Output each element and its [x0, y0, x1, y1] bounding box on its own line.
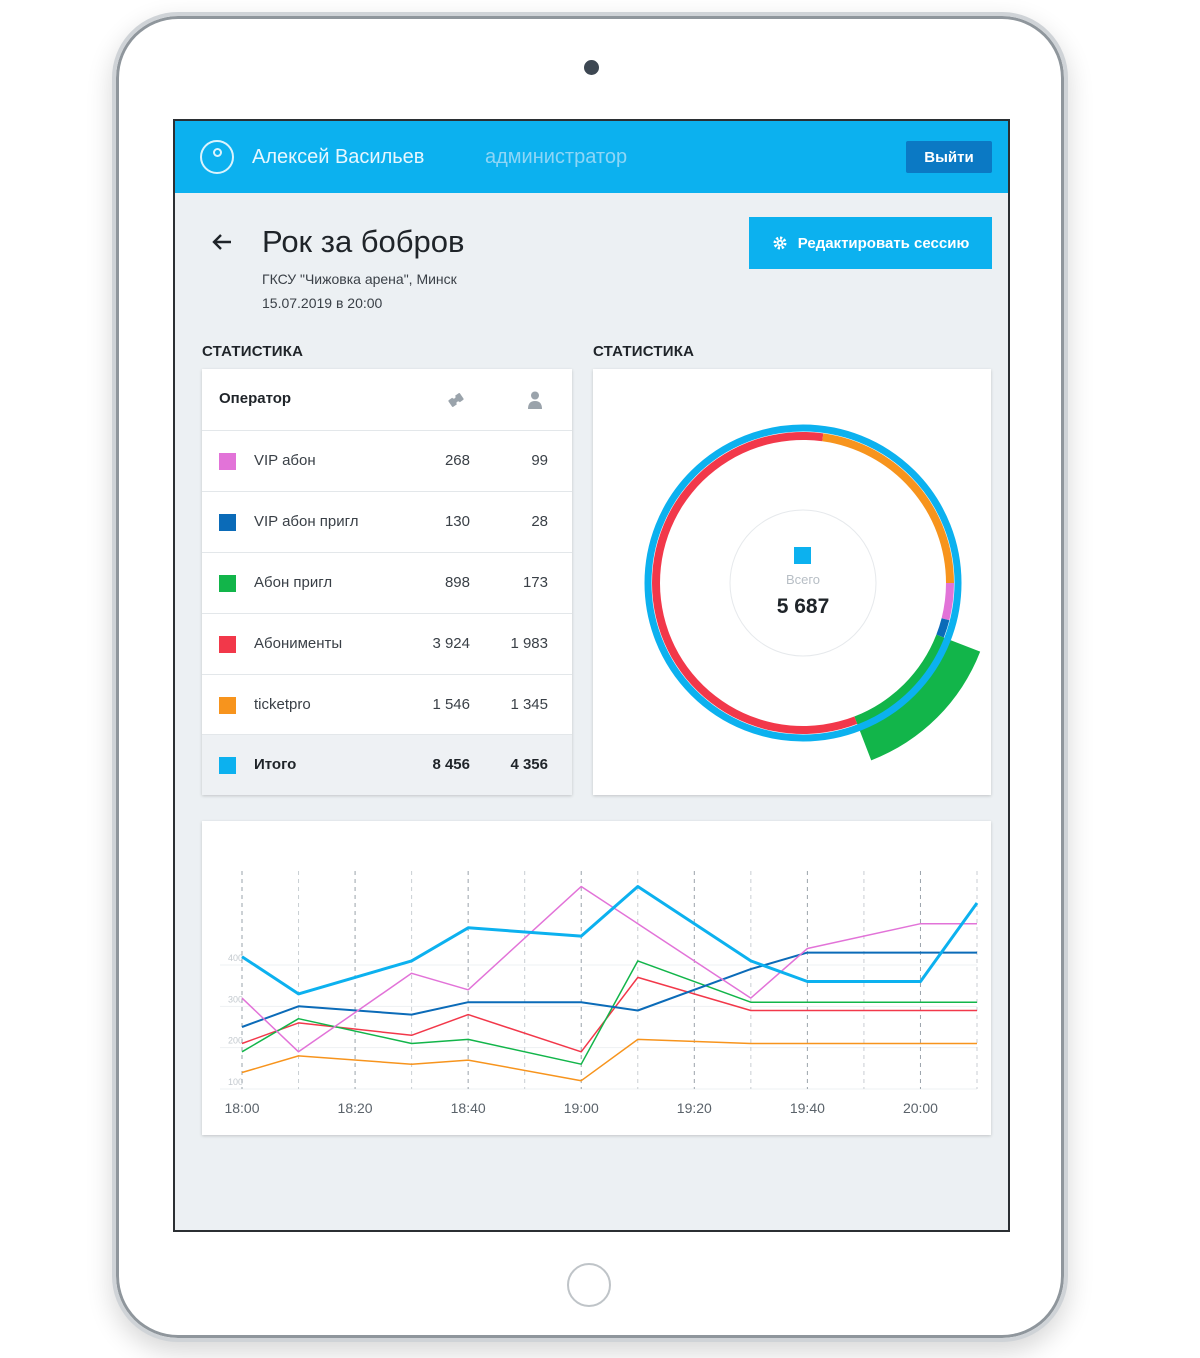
- event-venue: ГКСУ "Чижовка арена", Минск: [262, 271, 457, 287]
- user-avatar-icon[interactable]: [200, 140, 234, 174]
- edit-session-label: Редактировать сессию: [797, 234, 970, 252]
- event-datetime: 15.07.2019 в 20:00: [262, 295, 383, 311]
- total-label: Итого: [254, 756, 297, 773]
- page-title: Рок за бобров: [262, 224, 465, 259]
- color-swatch: [219, 575, 236, 592]
- operator-name: VIP абон пригл: [254, 513, 359, 530]
- y-tick-label: 200: [228, 1036, 243, 1046]
- top-bar: Алексей Васильев администратор Выйти: [175, 121, 1008, 193]
- table-row[interactable]: ticketpro 1 546 1 345: [202, 674, 572, 735]
- x-tick-label: 19:40: [790, 1100, 825, 1116]
- x-tick-label: 19:00: [564, 1100, 599, 1116]
- x-tick-label: 18:40: [451, 1100, 486, 1116]
- color-swatch: [219, 757, 236, 774]
- donut-total-ring[interactable]: [644, 424, 962, 742]
- x-tick-label: 19:20: [677, 1100, 712, 1116]
- total-person-count: 4 356: [510, 756, 548, 773]
- color-swatch: [219, 453, 236, 470]
- donut-slice[interactable]: [941, 583, 954, 621]
- table-total-row[interactable]: Итого 8 456 4 356: [202, 734, 572, 795]
- operator-name: Абон пригл: [254, 574, 333, 591]
- operator-header: Оператор: [219, 390, 292, 407]
- series-line[interactable]: [241, 885, 977, 1053]
- total-ticket-count: 8 456: [432, 756, 470, 773]
- back-arrow-icon[interactable]: [211, 231, 233, 253]
- color-swatch: [219, 697, 236, 714]
- ticket-icon[interactable]: [446, 391, 466, 409]
- color-swatch: [219, 636, 236, 653]
- table-section-label: СТАТИСТИКА: [202, 343, 304, 360]
- total-swatch: [794, 547, 811, 564]
- x-tick-label: 18:00: [224, 1100, 259, 1116]
- ticket-count: 130: [444, 513, 470, 530]
- camera-dot: [584, 60, 599, 75]
- series-line[interactable]: [241, 1038, 977, 1082]
- home-button[interactable]: [567, 1263, 611, 1307]
- donut-section-label: СТАТИСТИКА: [593, 343, 695, 360]
- series-line[interactable]: [241, 976, 977, 1053]
- ticket-count: 1 546: [432, 696, 470, 713]
- person-count: 1 345: [510, 696, 548, 713]
- series-line[interactable]: [241, 951, 977, 1028]
- logout-button[interactable]: Выйти: [906, 141, 992, 173]
- person-count: 1 983: [510, 635, 548, 652]
- table-header-row: Оператор: [202, 369, 572, 430]
- y-tick-label: 300: [228, 994, 243, 1004]
- person-count: 99: [531, 452, 548, 469]
- line-chart-card: 100 200 300 400 18:00 18:20 18:40 19:00 19:20 19:…: [202, 821, 991, 1135]
- donut-chart: Всего 5 687: [644, 424, 981, 761]
- donut-chart-card: Всего 5 687: [593, 369, 991, 795]
- table-row[interactable]: VIP абон пригл 130 28: [202, 491, 572, 552]
- statistics-table: Оператор VIP абон 268 99 VIP абон пригл: [202, 369, 572, 795]
- x-tick-label: 18:20: [338, 1100, 373, 1116]
- ticket-count: 898: [444, 574, 470, 591]
- donut-slice[interactable]: [822, 433, 954, 583]
- ticket-count: 3 924: [432, 635, 470, 652]
- table-row[interactable]: VIP абон 268 99: [202, 430, 572, 491]
- donut-slice[interactable]: [936, 618, 950, 638]
- x-tick-label: 20:00: [903, 1100, 938, 1116]
- person-icon[interactable]: [527, 390, 543, 410]
- donut-slice[interactable]: [854, 634, 981, 761]
- series-line[interactable]: [241, 885, 979, 996]
- user-role: администратор: [485, 146, 628, 168]
- operator-name: VIP абон: [254, 452, 316, 469]
- table-row[interactable]: Абон пригл 898 173: [202, 552, 572, 613]
- color-swatch: [219, 514, 236, 531]
- series-line[interactable]: [241, 960, 977, 1065]
- y-tick-label: 100: [228, 1077, 243, 1087]
- ticket-count: 268: [444, 452, 470, 469]
- person-count: 173: [522, 574, 548, 591]
- donut-center: [729, 509, 877, 657]
- edit-session-button[interactable]: Редактировать сессию: [749, 217, 992, 269]
- y-tick-label: 400: [228, 953, 243, 963]
- gear-icon: [773, 236, 787, 250]
- line-chart: 100 200 300 400 18:00 18:20 18:40 19:00 19:20 19:…: [220, 871, 979, 1116]
- person-count: 28: [531, 513, 548, 530]
- operator-name: ticketpro: [254, 696, 311, 713]
- user-name: Алексей Васильев: [252, 146, 425, 168]
- table-row[interactable]: Абонименты 3 924 1 983: [202, 613, 572, 674]
- donut-total-value: 5 687: [777, 595, 830, 618]
- donut-total-label: Всего: [786, 572, 820, 587]
- app-screen: Алексей Васильев администратор Выйти Рок…: [173, 119, 1010, 1232]
- operator-name: Абонименты: [254, 635, 343, 652]
